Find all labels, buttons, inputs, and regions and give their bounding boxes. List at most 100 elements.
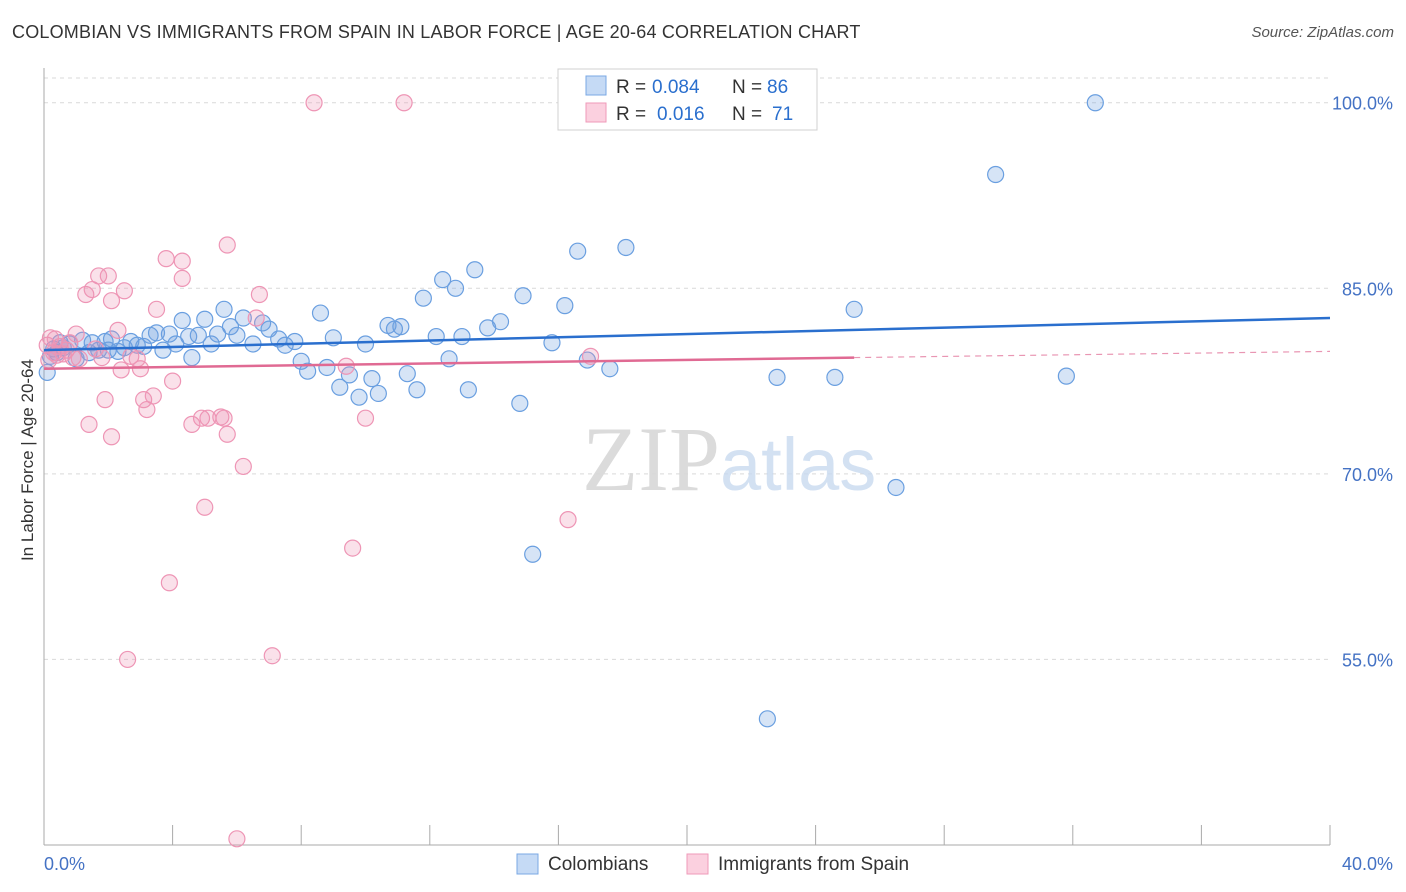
point-colombians bbox=[160, 325, 178, 343]
point-immigrants-from-spain bbox=[90, 267, 108, 285]
point-immigrants-from-spain bbox=[102, 292, 121, 310]
point-colombians bbox=[286, 332, 304, 351]
point-colombians bbox=[453, 327, 471, 346]
point-immigrants-from-spain bbox=[118, 650, 137, 669]
point-colombians bbox=[147, 324, 166, 342]
legend-r-value-2: 0.016 bbox=[657, 104, 705, 125]
legend-r-label-1: R = bbox=[616, 77, 646, 98]
point-colombians bbox=[1057, 367, 1075, 385]
point-immigrants-from-spain bbox=[173, 269, 191, 288]
x-tick-label: 40.0% bbox=[1342, 854, 1393, 874]
legend-n-label-2: N = bbox=[732, 104, 762, 125]
legend-r-label-2: R = bbox=[616, 104, 646, 125]
point-immigrants-from-spain bbox=[356, 409, 375, 427]
point-colombians bbox=[758, 710, 776, 728]
legend-bottom-swatch-spain bbox=[686, 853, 709, 875]
trend-lines bbox=[43, 316, 1331, 370]
point-immigrants-from-spain bbox=[144, 387, 162, 405]
point-immigrants-from-spain bbox=[234, 457, 252, 476]
point-immigrants-from-spain bbox=[218, 236, 236, 254]
legend-n-label-1: N = bbox=[732, 77, 762, 98]
point-immigrants-from-spain bbox=[559, 511, 577, 529]
point-immigrants-from-spain bbox=[228, 830, 246, 848]
point-colombians bbox=[398, 365, 416, 383]
point-immigrants-from-spain bbox=[67, 325, 85, 343]
legend-bottom: Colombians Immigrants from Spain bbox=[516, 853, 909, 875]
trend-line-colombians bbox=[43, 316, 1331, 352]
point-colombians bbox=[196, 310, 214, 328]
point-colombians bbox=[408, 381, 426, 399]
point-colombians bbox=[318, 358, 336, 377]
point-immigrants-from-spain bbox=[196, 498, 214, 516]
point-colombians bbox=[234, 309, 252, 327]
point-immigrants-from-spain bbox=[250, 285, 269, 304]
point-colombians bbox=[299, 362, 317, 380]
point-colombians bbox=[556, 297, 574, 315]
axes bbox=[43, 68, 1331, 846]
point-colombians bbox=[466, 261, 484, 279]
point-immigrants-from-spain bbox=[102, 428, 121, 446]
legend-n-value-2: 71 bbox=[772, 104, 793, 125]
point-colombians bbox=[601, 360, 619, 378]
trend-line-spain bbox=[43, 356, 855, 370]
point-immigrants-from-spain bbox=[99, 267, 117, 285]
point-immigrants-from-spain bbox=[263, 647, 281, 665]
point-immigrants-from-spain bbox=[173, 252, 191, 270]
point-immigrants-from-spain bbox=[80, 415, 98, 433]
point-immigrants-from-spain bbox=[395, 94, 413, 112]
point-immigrants-from-spain bbox=[218, 425, 236, 443]
point-colombians bbox=[987, 165, 1005, 184]
point-colombians bbox=[617, 238, 635, 257]
point-colombians bbox=[845, 300, 863, 318]
point-colombians bbox=[331, 378, 349, 396]
point-immigrants-from-spain bbox=[96, 391, 114, 409]
trend-line-spain-extension bbox=[854, 350, 1331, 359]
tick-labels: 55.0% 70.0% 85.0% 100.0% 0.0% 40.0% bbox=[44, 94, 1393, 874]
y-tick-label: 55.0% bbox=[1342, 650, 1393, 670]
point-colombians bbox=[350, 388, 368, 406]
point-colombians bbox=[189, 326, 207, 344]
point-colombians bbox=[356, 335, 375, 353]
legend-bottom-label-colombians: Colombians bbox=[548, 854, 648, 875]
point-colombians bbox=[511, 394, 529, 412]
point-immigrants-from-spain bbox=[157, 250, 175, 268]
point-colombians bbox=[1086, 94, 1104, 112]
point-colombians bbox=[887, 478, 905, 497]
point-immigrants-from-spain bbox=[344, 539, 362, 557]
legend-swatch-colombians bbox=[585, 75, 607, 96]
chart-source: Source: ZipAtlas.com bbox=[1251, 24, 1394, 41]
legend-bottom-label-spain: Immigrants from Spain bbox=[718, 854, 909, 875]
point-colombians bbox=[369, 384, 387, 403]
point-immigrants-from-spain bbox=[109, 321, 127, 339]
point-immigrants-from-spain bbox=[70, 350, 88, 368]
y-tick-label: 100.0% bbox=[1332, 94, 1393, 114]
point-colombians bbox=[768, 368, 786, 386]
legend-r-value-1: 0.084 bbox=[652, 77, 700, 98]
point-immigrants-from-spain bbox=[160, 574, 178, 592]
point-colombians bbox=[228, 326, 246, 344]
point-colombians bbox=[569, 242, 587, 260]
point-colombians bbox=[427, 327, 445, 346]
point-immigrants-from-spain bbox=[215, 409, 233, 427]
point-immigrants-from-spain bbox=[183, 415, 201, 433]
point-colombians bbox=[826, 368, 844, 386]
legend-bottom-swatch-colombians bbox=[516, 853, 539, 875]
chart-title: COLOMBIAN VS IMMIGRANTS FROM SPAIN IN LA… bbox=[12, 22, 861, 42]
point-immigrants-from-spain bbox=[115, 282, 133, 300]
legend-swatch-spain bbox=[585, 102, 607, 123]
point-colombians bbox=[434, 271, 452, 289]
point-colombians bbox=[524, 545, 542, 563]
point-colombians bbox=[173, 311, 191, 330]
point-immigrants-from-spain bbox=[247, 309, 265, 327]
point-immigrants-from-spain bbox=[112, 361, 130, 379]
point-colombians bbox=[514, 287, 532, 305]
point-immigrants-from-spain bbox=[337, 357, 355, 375]
series-immigrants-from-spain bbox=[38, 94, 793, 848]
point-colombians bbox=[221, 318, 240, 336]
point-colombians bbox=[459, 381, 477, 399]
point-colombians bbox=[363, 370, 381, 388]
legend-top: R = 0.084 N = 86 R = 0.016 N = 71 bbox=[557, 68, 818, 131]
point-immigrants-from-spain bbox=[192, 409, 211, 427]
point-colombians bbox=[392, 318, 410, 336]
